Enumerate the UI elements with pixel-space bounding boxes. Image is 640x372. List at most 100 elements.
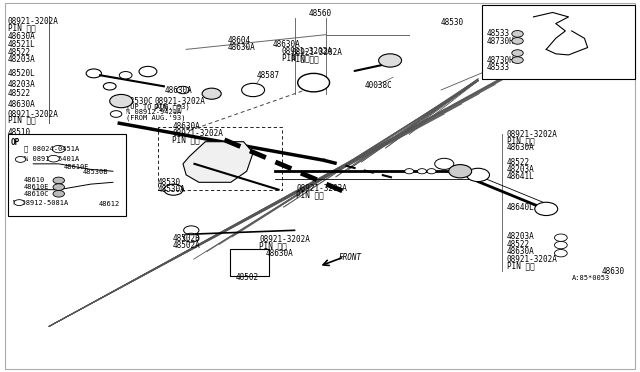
Circle shape	[119, 71, 132, 79]
Text: 48530B: 48530B	[83, 169, 108, 175]
Text: 48640L: 48640L	[507, 202, 534, 212]
Text: 08921-3202A: 08921-3202A	[291, 48, 342, 57]
Text: OP: OP	[11, 138, 20, 147]
Text: 48510: 48510	[8, 128, 31, 137]
Circle shape	[554, 241, 567, 249]
Text: 08921-3202A: 08921-3202A	[507, 254, 557, 264]
Text: PIN ビン: PIN ビン	[259, 241, 287, 250]
Text: 48641L: 48641L	[507, 172, 534, 181]
Circle shape	[109, 94, 132, 108]
Text: 48630A: 48630A	[228, 43, 255, 52]
Circle shape	[467, 168, 490, 182]
Circle shape	[512, 31, 524, 37]
Text: 48521L: 48521L	[8, 41, 35, 49]
Circle shape	[298, 73, 330, 92]
Text: 48610E: 48610E	[24, 184, 49, 190]
Polygon shape	[8, 134, 125, 215]
Circle shape	[554, 234, 567, 241]
Text: 08921-3202A: 08921-3202A	[296, 185, 348, 193]
Text: 48502A: 48502A	[172, 241, 200, 250]
Text: PIN ビン: PIN ビン	[507, 261, 534, 270]
Text: 48530A: 48530A	[157, 185, 185, 194]
Circle shape	[512, 57, 524, 63]
Text: N: N	[113, 112, 116, 116]
Text: PIN ビン: PIN ビン	[8, 23, 35, 32]
Circle shape	[379, 54, 401, 67]
Polygon shape	[483, 5, 636, 79]
Text: N: N	[19, 157, 22, 162]
Circle shape	[15, 157, 26, 162]
Text: 48630A: 48630A	[8, 32, 35, 41]
Text: 48203A: 48203A	[507, 165, 534, 174]
Text: 48630: 48630	[602, 267, 625, 276]
Text: PIN ビン: PIN ビン	[8, 116, 35, 125]
Text: 48610E: 48610E	[64, 164, 90, 170]
Text: 48522: 48522	[507, 157, 530, 167]
Text: 48730H: 48730H	[487, 37, 515, 46]
Text: PIN ビン: PIN ビン	[507, 136, 534, 145]
Text: 08921-3202A: 08921-3202A	[154, 97, 205, 106]
Text: ℕ 08912-5401A: ℕ 08912-5401A	[24, 156, 79, 163]
Text: 48610: 48610	[24, 177, 45, 183]
Text: 48203A: 48203A	[507, 232, 534, 241]
Text: 48533: 48533	[487, 29, 510, 38]
Text: 48520L: 48520L	[8, 69, 35, 78]
Text: 48502: 48502	[236, 273, 259, 282]
Text: 48522: 48522	[8, 89, 31, 98]
Text: PIN ビン: PIN ビン	[282, 54, 310, 63]
Circle shape	[53, 177, 65, 184]
Polygon shape	[183, 142, 253, 182]
Text: ℕ 08912-5081A: ℕ 08912-5081A	[13, 200, 68, 206]
Circle shape	[417, 169, 426, 174]
Circle shape	[512, 50, 524, 57]
Text: 48522: 48522	[8, 48, 31, 57]
Circle shape	[242, 83, 264, 97]
Text: PIN ビン: PIN ビン	[154, 103, 182, 113]
Text: 48203A: 48203A	[8, 80, 35, 89]
Text: 48630A: 48630A	[164, 86, 192, 95]
Circle shape	[404, 169, 413, 174]
Circle shape	[53, 184, 65, 190]
Text: FRONT: FRONT	[339, 253, 362, 262]
Text: N: N	[18, 200, 20, 205]
Text: 08921-3202A: 08921-3202A	[8, 17, 59, 26]
Text: 40038C: 40038C	[365, 81, 392, 90]
Text: 48203A: 48203A	[8, 55, 35, 64]
Text: 48630A: 48630A	[172, 122, 200, 131]
Text: PIN ビン: PIN ビン	[172, 135, 200, 144]
Text: (UP TO AUG.'93): (UP TO AUG.'93)	[125, 103, 189, 110]
Text: 48522: 48522	[507, 240, 530, 249]
Circle shape	[449, 164, 472, 178]
Text: 48610C: 48610C	[24, 191, 49, 197]
Text: 48560: 48560	[308, 9, 332, 18]
Text: 08921-3202A: 08921-3202A	[259, 235, 310, 244]
Text: 48630A: 48630A	[507, 247, 534, 256]
Text: 48533: 48533	[487, 63, 510, 72]
Text: 48530: 48530	[157, 178, 180, 187]
Text: 48604: 48604	[228, 36, 251, 45]
Text: 48630A: 48630A	[8, 100, 35, 109]
Text: 48630A: 48630A	[507, 144, 534, 153]
Text: 08921-3202A: 08921-3202A	[172, 129, 223, 138]
Circle shape	[512, 38, 524, 44]
Text: PIN ビン: PIN ビン	[296, 191, 324, 200]
Text: 48587: 48587	[256, 71, 280, 80]
Text: 48530: 48530	[441, 18, 464, 27]
Text: ℕ 08912-9421A: ℕ 08912-9421A	[125, 109, 181, 115]
Circle shape	[110, 111, 122, 117]
Circle shape	[53, 190, 65, 197]
Circle shape	[14, 200, 24, 206]
Text: 48630A: 48630A	[273, 41, 301, 49]
Text: 48530C: 48530C	[125, 97, 154, 106]
Circle shape	[48, 155, 60, 162]
Text: (FROM AUG.'93): (FROM AUG.'93)	[125, 115, 185, 121]
Text: 48730H: 48730H	[487, 56, 515, 65]
Text: 08921-3202A: 08921-3202A	[507, 130, 557, 139]
Circle shape	[427, 169, 436, 174]
Circle shape	[535, 202, 557, 215]
Circle shape	[103, 83, 116, 90]
Text: 08921-3202A: 08921-3202A	[8, 109, 59, 119]
Circle shape	[554, 250, 567, 257]
Text: 48612: 48612	[99, 201, 120, 207]
Text: 08921-3202A: 08921-3202A	[282, 48, 333, 57]
